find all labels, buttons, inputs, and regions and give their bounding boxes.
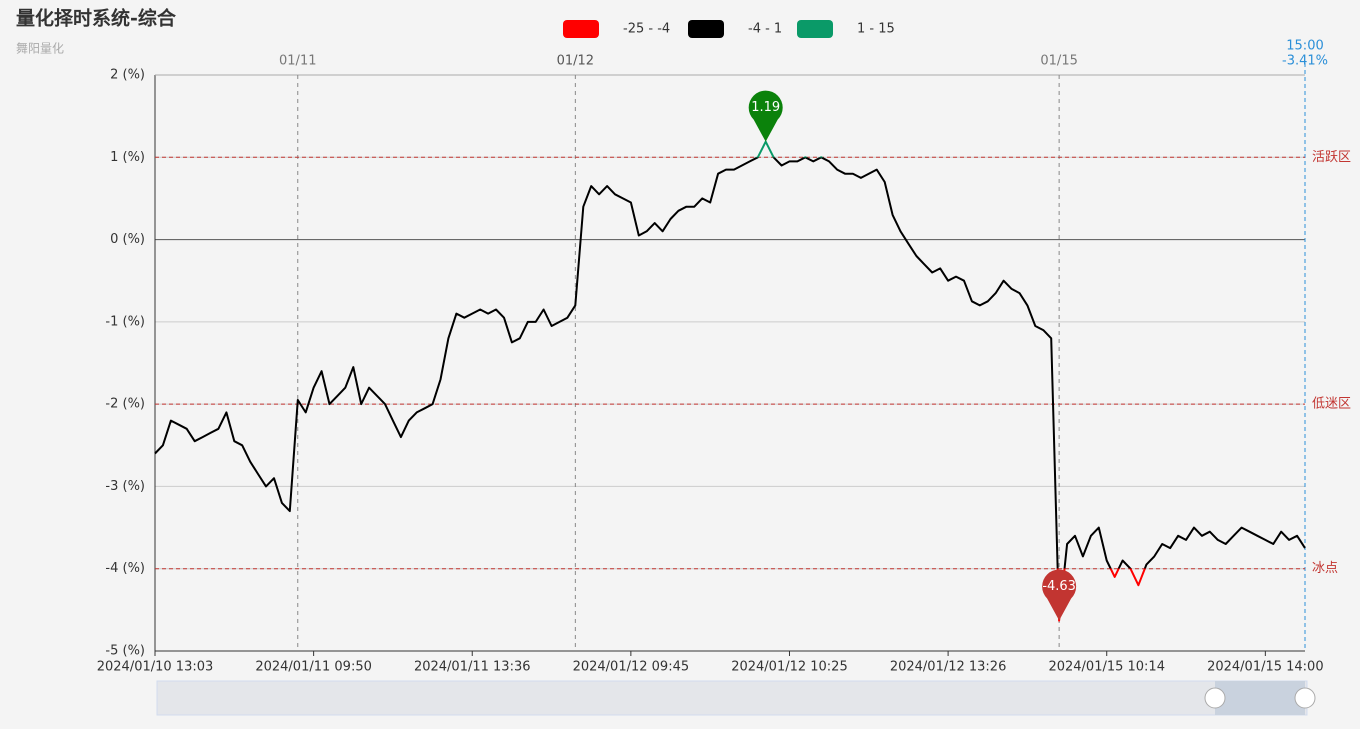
- y-tick-label: 0 (%): [110, 232, 145, 247]
- mark-point: [748, 90, 783, 142]
- x-tick-label: 2024/01/11 09:50: [255, 660, 372, 675]
- y-tick-label: -3 (%): [105, 479, 145, 494]
- zoom-handle[interactable]: [1204, 687, 1226, 709]
- series-line: [154, 140, 1306, 622]
- legend-swatch[interactable]: [797, 20, 833, 38]
- day-label: 01/15: [1040, 54, 1077, 69]
- x-tick-label: 2024/01/10 13:03: [97, 660, 214, 675]
- y-tick-label: 2 (%): [110, 68, 145, 83]
- x-tick-label: 2024/01/12 13:26: [890, 660, 1007, 675]
- x-tick-label: 2024/01/11 13:36: [414, 660, 531, 675]
- x-tick-label: 2024/01/12 09:45: [573, 660, 690, 675]
- legend-label[interactable]: 1 - 15: [857, 22, 895, 37]
- chart-title: 量化择时系统-综合: [16, 7, 177, 30]
- cursor-value: -3.41%: [1282, 54, 1328, 69]
- legend-label[interactable]: -4 - 1: [748, 22, 782, 37]
- day-label: 01/12: [557, 54, 594, 69]
- mark-line-label: 低迷区: [1312, 397, 1351, 412]
- chart-subtitle: 舞阳量化: [16, 42, 64, 56]
- y-tick-label: -5 (%): [105, 644, 145, 659]
- y-tick-label: -4 (%): [105, 561, 145, 576]
- legend-label[interactable]: -25 - -4: [623, 22, 670, 37]
- cursor-time: 15:00: [1286, 39, 1323, 54]
- day-label: 01/11: [279, 54, 316, 69]
- zoom-handle[interactable]: [1294, 687, 1316, 709]
- x-tick-label: 2024/01/12 10:25: [731, 660, 848, 675]
- mark-point-label: -4.63: [1042, 579, 1076, 594]
- mark-line-label: 活跃区: [1312, 150, 1351, 165]
- zoom-track: [156, 680, 1308, 716]
- zoom-window[interactable]: [1215, 681, 1305, 715]
- data-zoom[interactable]: [156, 680, 1316, 716]
- mark-point-label: 1.19: [751, 100, 780, 115]
- x-tick-label: 2024/01/15 10:14: [1048, 660, 1165, 675]
- legend-swatch[interactable]: [563, 20, 599, 38]
- y-tick-label: -1 (%): [105, 314, 145, 329]
- y-tick-label: 1 (%): [110, 150, 145, 165]
- y-tick-label: -2 (%): [105, 397, 145, 412]
- legend-swatch[interactable]: [688, 20, 724, 38]
- mark-point: [1042, 569, 1077, 621]
- x-tick-label: 2024/01/15 14:00: [1207, 660, 1324, 675]
- mark-line-label: 冰点: [1312, 561, 1338, 576]
